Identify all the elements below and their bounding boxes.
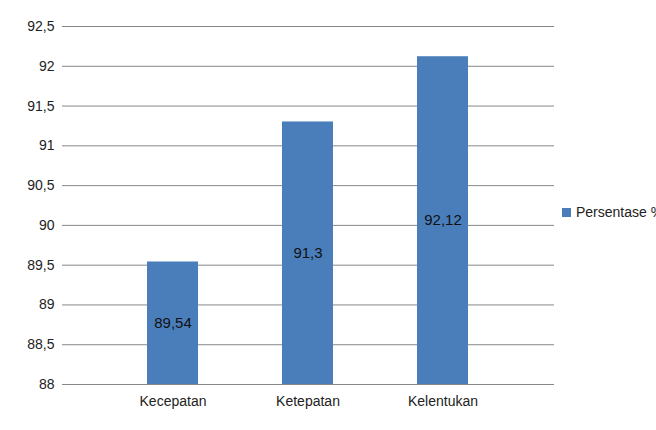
svg-text:92,5: 92,5: [27, 18, 54, 34]
svg-text:88: 88: [39, 376, 55, 392]
svg-text:88,5: 88,5: [27, 336, 54, 352]
svg-text:92,12: 92,12: [424, 211, 462, 228]
svg-text:91,5: 91,5: [27, 98, 54, 114]
svg-text:89,5: 89,5: [27, 257, 54, 273]
svg-text:Kelentukan: Kelentukan: [408, 393, 478, 409]
svg-text:Ketepatan: Ketepatan: [276, 393, 340, 409]
svg-text:90,5: 90,5: [27, 177, 54, 193]
svg-text:90: 90: [39, 217, 55, 233]
svg-text:89: 89: [39, 296, 55, 312]
svg-text:Kecepatan: Kecepatan: [140, 393, 207, 409]
svg-text:92: 92: [39, 58, 55, 74]
svg-text:89,54: 89,54: [154, 314, 192, 331]
svg-text:91: 91: [39, 137, 55, 153]
svg-text:91,3: 91,3: [293, 244, 322, 261]
